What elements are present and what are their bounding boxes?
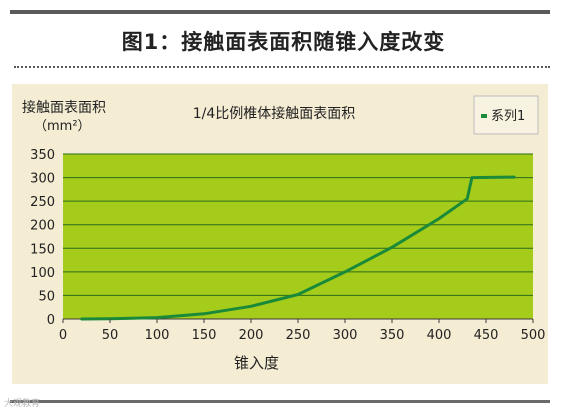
y-tick-label: 100 (30, 266, 55, 281)
y-axis-label-line2: （mm²） (34, 119, 91, 134)
x-tick-label: 50 (102, 328, 119, 343)
y-tick-label: 150 (30, 242, 55, 257)
x-tick-label: 500 (521, 328, 546, 343)
top-rule (10, 10, 550, 14)
legend: 系列1 (473, 95, 539, 135)
chart-panel: 0 50 100 150 200 250 300 350 0 50 100 150 200 250 300… (12, 84, 548, 384)
x-tick-label: 200 (239, 328, 264, 343)
figure-title: 图1：接触面表面积随锥入度改变 (121, 30, 446, 54)
y-tick-label: 250 (30, 195, 55, 210)
watermark-text: 大观教育 (4, 399, 41, 409)
x-tick-label: 300 (333, 328, 358, 343)
y-tick-label: 0 (47, 313, 55, 328)
x-tick-label: 350 (380, 328, 405, 343)
chart-title: 1/4比例椎体接触面表面积 (193, 105, 356, 122)
y-axis-label-line1: 接触面表面积 (22, 99, 106, 116)
y-tick-label: 50 (38, 289, 55, 304)
x-tick-label: 0 (59, 328, 67, 343)
x-tick-label: 400 (427, 328, 452, 343)
x-tick-label: 250 (286, 328, 311, 343)
y-tick-label: 200 (30, 219, 55, 234)
chart-svg: 0 50 100 150 200 250 300 350 0 50 100 150 200 250 300… (22, 95, 546, 372)
x-tick-label: 150 (192, 328, 217, 343)
x-tick-label: 100 (145, 328, 170, 343)
x-axis-label: 锥入度 (234, 354, 279, 372)
legend-swatch (481, 114, 487, 118)
y-tick-label: 300 (30, 172, 55, 187)
series-line (80, 175, 516, 321)
bottom-rule (10, 400, 550, 403)
x-tick-label: 450 (474, 328, 499, 343)
plot-area (63, 154, 533, 319)
legend-label: 系列1 (491, 109, 525, 124)
y-tick-label: 350 (30, 148, 55, 163)
dotted-divider (14, 66, 550, 68)
